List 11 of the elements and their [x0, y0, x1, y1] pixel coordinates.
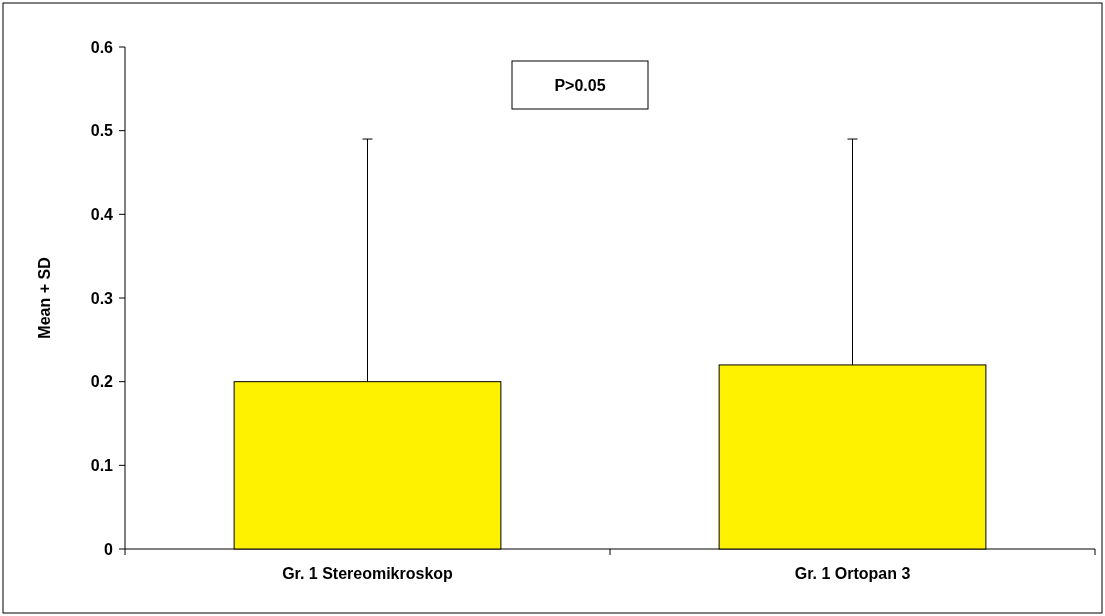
y-axis-title: Mean + SD [36, 257, 53, 339]
y-tick-label: 0 [104, 540, 114, 558]
y-tick-label: 0.3 [90, 289, 114, 307]
x-tick-label: Gr. 1 Stereomikroskop [282, 565, 454, 582]
y-tick-label: 0.6 [90, 38, 114, 56]
y-tick-label: 0.2 [90, 373, 114, 391]
y-tick-label: 0.5 [90, 122, 114, 140]
y-tick-label: 0.1 [90, 456, 114, 474]
x-tick-label: Gr. 1 Ortopan 3 [794, 565, 911, 582]
annotation: P>0.05 [554, 76, 606, 94]
y-tick-label: 0.4 [90, 205, 114, 223]
